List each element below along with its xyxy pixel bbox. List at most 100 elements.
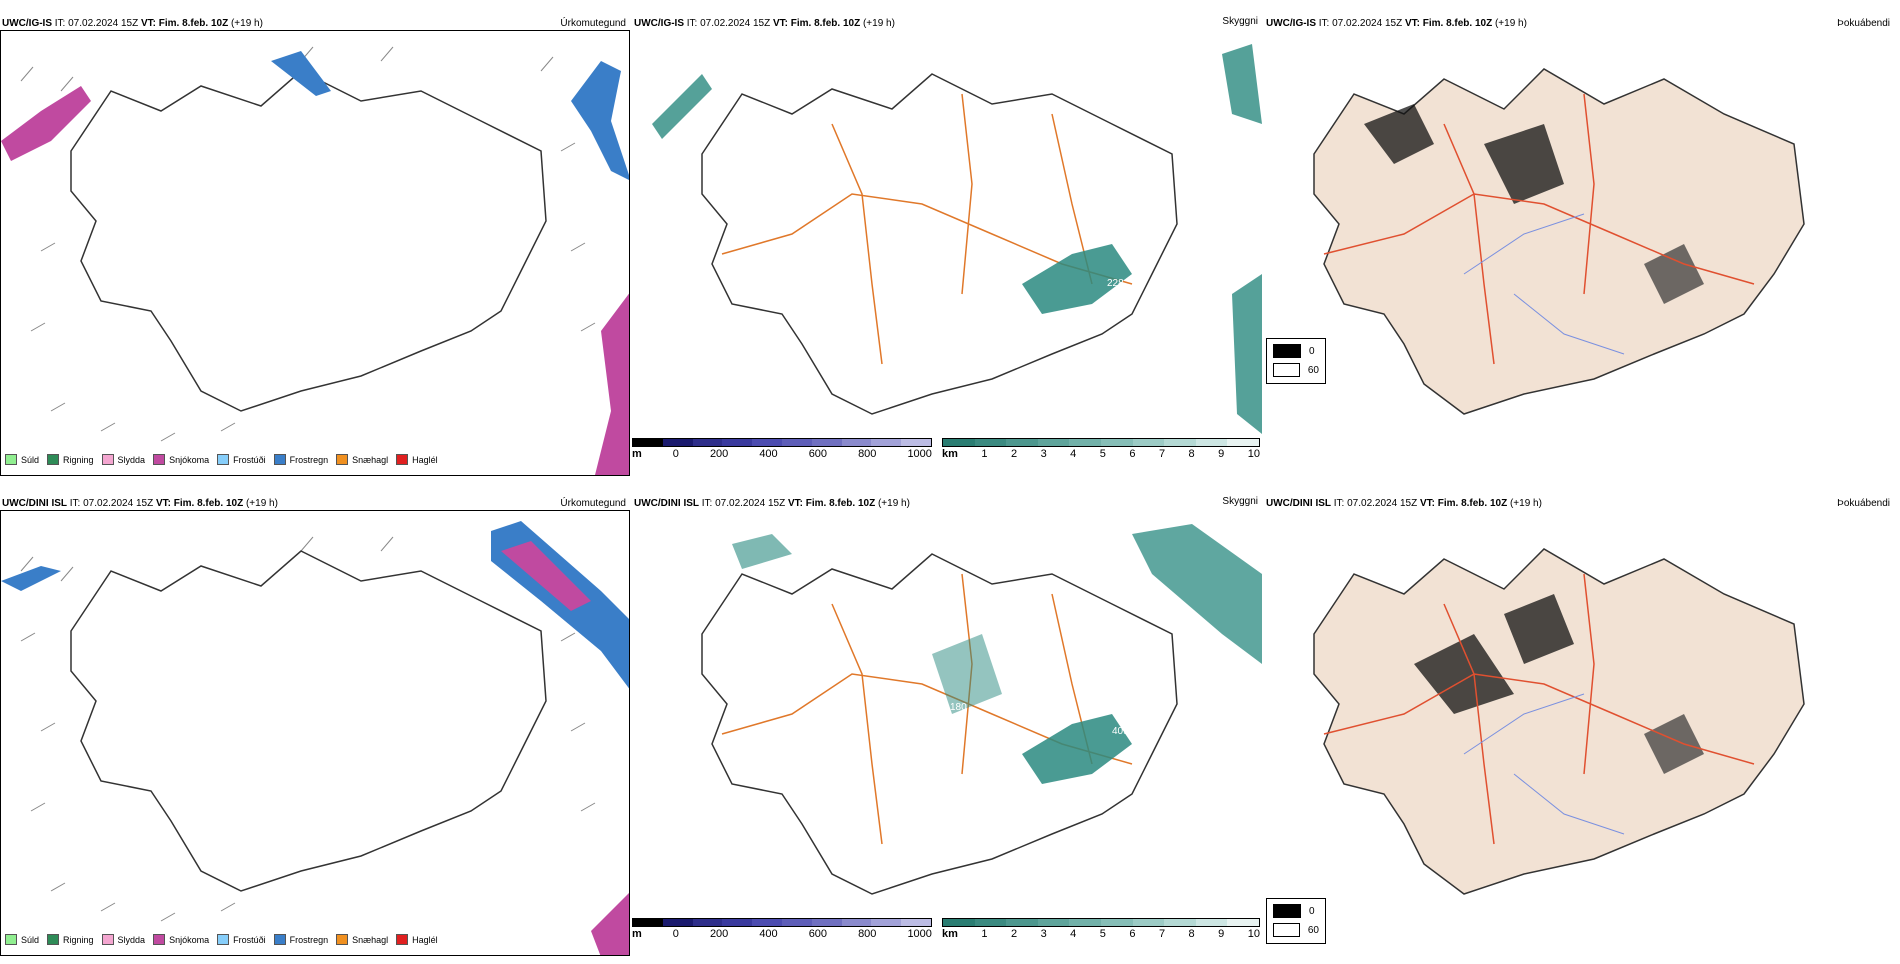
- road-network: [1323, 93, 1755, 365]
- precip-type-legend: Súld Rigning Slydda Snjókoma Frostúði Fr…: [5, 454, 438, 465]
- legend-swatch: [5, 454, 17, 465]
- legend-item: Snjókoma: [153, 934, 209, 945]
- panel-header: UWC/IG-IS IT: 07.02.2024 15Z VT: Fim. 8.…: [634, 18, 895, 29]
- teal-band-west: [652, 74, 712, 139]
- wind-barbs: [20, 536, 596, 922]
- fog-panel-row2: UWC/DINI ISL IT: 07.02.2024 15Z VT: Fim.…: [1264, 494, 1894, 964]
- legend-swatch: [1273, 363, 1300, 377]
- panel-title: Þokuábendi: [1837, 18, 1890, 29]
- legend-swatch: [273, 454, 286, 465]
- snow-area-se: [595, 293, 629, 475]
- iceland-outline: [701, 553, 1178, 895]
- legend-item: Snæhagl: [336, 934, 388, 945]
- legend-item: Slydda: [101, 454, 145, 465]
- legend-swatch: [101, 934, 114, 945]
- teal-band-east: [1222, 44, 1262, 124]
- legend-item: Snjókoma: [153, 454, 209, 465]
- precip-map-graphic: [1, 521, 629, 955]
- legend-item: Haglél: [396, 454, 438, 465]
- panel-title: Skyggni: [1222, 16, 1258, 27]
- iceland-outline: [70, 70, 547, 412]
- legend-swatch: [273, 934, 286, 945]
- river-network: [1463, 693, 1625, 835]
- legend-swatch: [396, 454, 409, 465]
- road-network: [721, 93, 1133, 365]
- legend-swatch: [336, 934, 349, 945]
- legend-swatch: [1273, 904, 1301, 918]
- panel-header: UWC/IG-IS IT: 07.02.2024 15Z VT: Fim. 8.…: [1266, 18, 1527, 29]
- visibility-map-graphic: 409 180: [701, 524, 1262, 895]
- snow-area-nw: [1, 566, 61, 591]
- precip-map: Súld Rigning Slydda Snjókoma Frostúði Fr…: [0, 30, 630, 476]
- legend-swatch: [1273, 344, 1301, 358]
- snow-area-ne: [491, 521, 629, 689]
- legend-item: Frostregn: [273, 934, 328, 945]
- low-vis-area-center: [932, 634, 1002, 714]
- precip-map-graphic: [1, 46, 629, 475]
- height-scale-m: m 0 200 400 600 800 1000: [632, 918, 932, 940]
- fog-dense-north: [1364, 104, 1564, 204]
- precip-panel-row2: UWC/DINI ISL IT: 07.02.2024 15Z VT: Fim.…: [0, 494, 630, 964]
- visibility-map-graphic: 228: [652, 44, 1262, 434]
- iceland-outline: [70, 550, 547, 892]
- legend-swatch: [47, 934, 60, 945]
- visibility-panel-row2: UWC/DINI ISL IT: 07.02.2024 15Z VT: Fim.…: [632, 494, 1262, 964]
- iceland-land: [1313, 68, 1805, 415]
- legend-item: Snæhagl: [336, 454, 388, 465]
- panel-title: Skyggni: [1222, 496, 1258, 507]
- fog-legend: 0 60: [1266, 338, 1326, 384]
- legend-swatch: [336, 454, 349, 465]
- legend-swatch: [101, 454, 114, 465]
- visibility-label: 228: [1107, 278, 1124, 289]
- fog-map-graphic: [1313, 548, 1805, 895]
- legend-item: Frostregn: [273, 454, 328, 465]
- panel-header: UWC/DINI ISL IT: 07.02.2024 15Z VT: Fim.…: [1266, 498, 1542, 509]
- snow-area-east: [571, 61, 629, 180]
- legend-swatch: [217, 934, 230, 945]
- legend-item: Haglél: [396, 934, 438, 945]
- legend-swatch: [396, 934, 409, 945]
- legend-swatch: [5, 934, 17, 945]
- precip-type-legend: Súld Rigning Slydda Snjókoma Frostúði Fr…: [5, 934, 438, 945]
- teal-band-se: [1232, 274, 1262, 434]
- legend-swatch: [153, 934, 166, 945]
- legend-item: Frostúði: [217, 454, 266, 465]
- iceland-land: [1313, 548, 1805, 895]
- snow-area-north: [271, 51, 331, 96]
- snow-band-ne: [501, 541, 591, 611]
- legend-swatch: [217, 454, 230, 465]
- road-network: [1323, 573, 1755, 845]
- visibility-label-2: 180: [950, 702, 967, 713]
- visibility-scale-km: km 1 2 3 4 5 6 7 8 9 10: [942, 918, 1260, 940]
- fog-dense-center: [1644, 714, 1704, 774]
- legend-item: Slydda: [101, 934, 145, 945]
- height-scale-m: m 0 200 400 600 800 1000: [632, 438, 932, 460]
- iceland-outline: [701, 73, 1178, 415]
- wind-barbs: [20, 46, 596, 442]
- legend-item: Súld: [5, 454, 39, 465]
- precip-panel-row1: UWC/IG-IS IT: 07.02.2024 15Z VT: Fim. 8.…: [0, 14, 630, 484]
- low-vis-area: [1022, 244, 1132, 314]
- low-vis-area: [1022, 714, 1132, 784]
- panel-header: UWC/IG-IS IT: 07.02.2024 15Z VT: Fim. 8.…: [2, 18, 263, 29]
- panel-title: Þokuábendi: [1837, 498, 1890, 509]
- fog-map-graphic: [1313, 68, 1805, 415]
- legend-swatch: [1273, 923, 1300, 937]
- legend-item: Súld: [5, 934, 39, 945]
- fog-dense-north: [1414, 594, 1574, 714]
- snow-area-se: [591, 893, 629, 955]
- legend-item: Rigning: [47, 934, 94, 945]
- legend-swatch: [47, 454, 60, 465]
- panel-header: UWC/DINI ISL IT: 07.02.2024 15Z VT: Fim.…: [634, 498, 910, 509]
- fog-legend: 0 60: [1266, 898, 1326, 944]
- panel-header: UWC/DINI ISL IT: 07.02.2024 15Z VT: Fim.…: [2, 498, 278, 509]
- fog-dense-center: [1644, 244, 1704, 304]
- panel-title: Úrkomutegund: [560, 18, 626, 29]
- snow-area-nw: [1, 86, 91, 161]
- visibility-panel-row1: UWC/IG-IS IT: 07.02.2024 15Z VT: Fim. 8.…: [632, 14, 1262, 484]
- visibility-label: 409: [1112, 726, 1129, 737]
- road-network: [721, 573, 1133, 845]
- precip-map: Súld Rigning Slydda Snjókoma Frostúði Fr…: [0, 510, 630, 956]
- legend-item: Rigning: [47, 454, 94, 465]
- teal-band-west: [732, 534, 792, 569]
